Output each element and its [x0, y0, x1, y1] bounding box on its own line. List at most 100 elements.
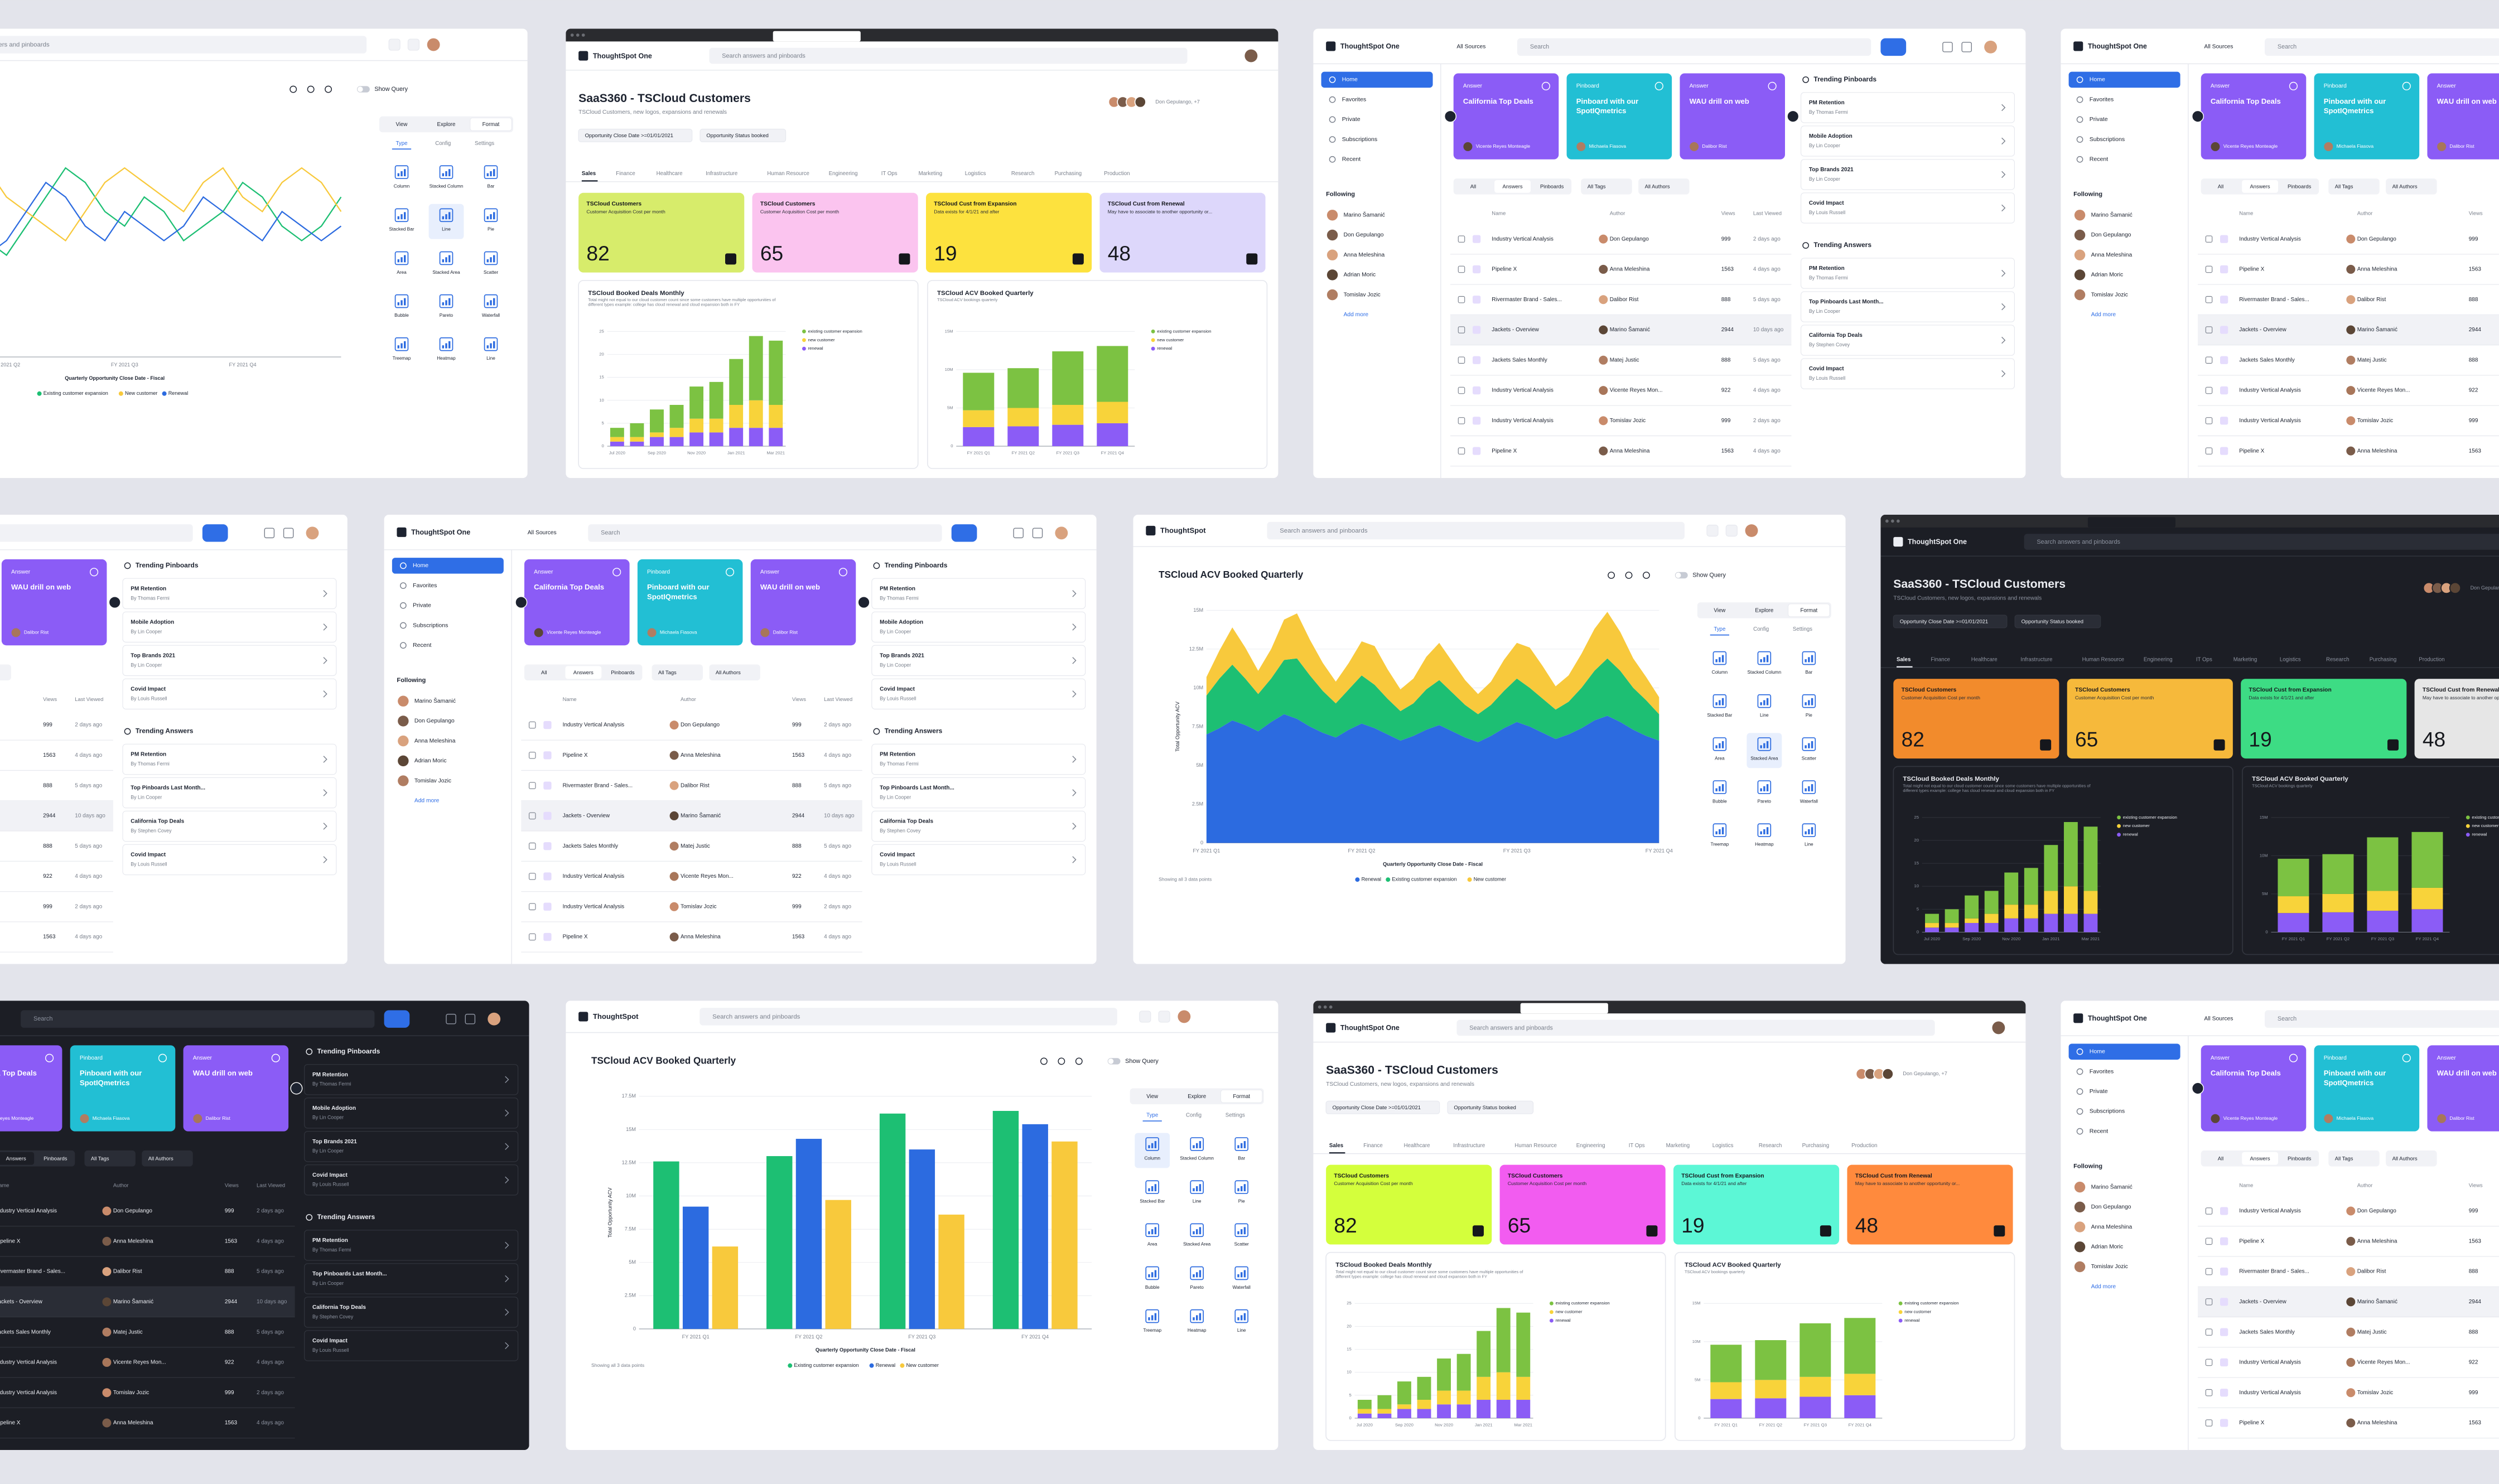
tab[interactable]: Logistics [1712, 1143, 1734, 1149]
chart-type-icon[interactable] [1234, 1266, 1248, 1280]
filter-dropdown[interactable] [1581, 178, 1632, 195]
item-name[interactable]: Pipeline X [2239, 1420, 2264, 1426]
chart-type-icon[interactable] [1145, 1309, 1159, 1323]
item-name[interactable]: Rivermaster Brand - Sales... [2239, 297, 2309, 303]
chart-type-icon[interactable] [394, 251, 409, 265]
checkbox[interactable] [2205, 1359, 2213, 1366]
person[interactable]: Adrian Moric [1344, 272, 1376, 278]
kpi-link[interactable] [1994, 1225, 2005, 1237]
filter-pill[interactable] [578, 128, 693, 142]
nav-item[interactable]: Private [1342, 116, 1361, 123]
person[interactable]: Adrian Moric [2091, 1244, 2124, 1250]
list-tab[interactable]: Pinboards [611, 669, 635, 675]
trending-item[interactable] [122, 844, 337, 876]
checkbox[interactable] [2205, 326, 2213, 333]
item-name[interactable]: Pipeline X [2239, 267, 2264, 273]
tab[interactable]: Production [1104, 171, 1130, 177]
person[interactable]: Don Gepulango [1344, 232, 1384, 238]
list-tab[interactable]: All [2218, 1155, 2223, 1161]
carousel-arrow[interactable] [290, 1082, 303, 1095]
card[interactable] [2201, 1045, 2307, 1132]
sources-dropdown[interactable]: All Sources [528, 530, 557, 536]
person[interactable]: Don Gepulango [2091, 1204, 2131, 1210]
card[interactable] [2314, 1045, 2420, 1132]
trending-item[interactable] [871, 844, 1086, 876]
chart-type-icon[interactable] [484, 251, 498, 265]
sources-dropdown[interactable]: All Sources [1456, 44, 1485, 50]
trending-item[interactable] [1801, 358, 2015, 389]
tab[interactable]: Marketing [1666, 1143, 1690, 1149]
item-name[interactable]: Pipeline X [563, 934, 588, 940]
item-name[interactable]: Jackets - Overview [563, 813, 610, 819]
filter-pill[interactable] [1447, 1100, 1534, 1114]
item-name[interactable]: Pipeline X [1492, 448, 1517, 454]
person[interactable]: Marino Šamanić [2091, 1183, 2133, 1190]
filter-dropdown[interactable] [2386, 1150, 2437, 1167]
trending-item[interactable] [122, 777, 337, 809]
checkbox[interactable] [2205, 1207, 2213, 1215]
nav-item[interactable]: Subscriptions [413, 622, 448, 629]
trending-item[interactable] [871, 810, 1086, 842]
carousel-arrow[interactable] [1444, 110, 1457, 123]
tab[interactable]: Marketing [2233, 656, 2257, 663]
chart-type-icon[interactable] [484, 337, 498, 351]
chart-type-icon[interactable] [1145, 1266, 1159, 1280]
chart-type-icon[interactable] [1234, 1223, 1248, 1238]
trending-item[interactable] [871, 678, 1086, 710]
trending-item[interactable] [304, 1164, 519, 1196]
chart-type-icon[interactable] [1802, 651, 1816, 665]
search-box[interactable] [1456, 1019, 1935, 1036]
kpi-link[interactable] [1072, 253, 1084, 265]
chart-type-icon[interactable] [1757, 780, 1772, 794]
filter-dropdown[interactable] [2328, 1150, 2380, 1167]
chart-type-icon[interactable] [1757, 651, 1772, 665]
item-name[interactable]: Jackets Sales Monthly [2239, 1329, 2295, 1335]
item-name[interactable]: Pipeline X [0, 1420, 21, 1426]
checkbox[interactable] [2205, 1328, 2213, 1336]
tab[interactable]: Production [1851, 1143, 1877, 1149]
item-name[interactable]: Rivermaster Brand - Sales... [0, 1269, 65, 1275]
item-name[interactable]: Industry Vertical Analysis [2239, 388, 2301, 394]
list-tab[interactable]: Pinboards [44, 1155, 67, 1161]
filter-dropdown[interactable] [709, 664, 760, 681]
trending-item[interactable] [304, 1098, 519, 1129]
filter-pill[interactable] [699, 128, 787, 142]
checkbox[interactable] [528, 842, 536, 850]
chart-type-icon[interactable] [1712, 651, 1727, 665]
chart-type-icon[interactable] [394, 337, 409, 351]
checkbox[interactable] [1458, 296, 1465, 303]
chart-type-icon[interactable] [394, 165, 409, 179]
checkbox[interactable] [2205, 1298, 2213, 1306]
kpi-link[interactable] [1473, 1225, 1484, 1237]
item-name[interactable]: Jackets Sales Monthly [1492, 357, 1547, 363]
checkbox[interactable] [2205, 1268, 2213, 1275]
nav-item[interactable]: Home [2090, 76, 2105, 83]
card[interactable] [2314, 73, 2420, 159]
chart-type-icon[interactable] [1802, 780, 1816, 794]
item-name[interactable]: Industry Vertical Analysis [2239, 1360, 2301, 1366]
search-box[interactable] [0, 524, 193, 542]
chart-type-icon[interactable] [484, 165, 498, 179]
list-tab[interactable]: All [2218, 183, 2223, 189]
list-tab[interactable]: Pinboards [2288, 1155, 2312, 1161]
filter-dropdown[interactable] [142, 1150, 193, 1167]
list-tab[interactable]: Answers [6, 1155, 26, 1161]
search-box[interactable] [709, 47, 1188, 64]
trending-item[interactable] [1801, 258, 2015, 289]
kpi-link[interactable] [899, 253, 910, 265]
checkbox[interactable] [528, 721, 536, 729]
checkbox[interactable] [2205, 1389, 2213, 1396]
item-name[interactable]: Industry Vertical Analysis [2239, 1390, 2301, 1396]
search-box[interactable] [0, 36, 367, 54]
checkbox[interactable] [1458, 447, 1465, 455]
card[interactable] [637, 559, 743, 646]
chart-type-icon[interactable] [1234, 1309, 1248, 1323]
person[interactable]: Anna Meleshina [2091, 1224, 2133, 1230]
trending-item[interactable] [304, 1297, 519, 1328]
add-more[interactable]: Add more [2091, 1284, 2116, 1290]
tab[interactable]: Marketing [919, 171, 943, 177]
chart-type-icon[interactable] [1145, 1180, 1159, 1194]
item-name[interactable]: Industry Vertical Analysis [2239, 418, 2301, 424]
kpi-link[interactable] [725, 253, 736, 265]
person[interactable]: Anna Meleshina [1344, 252, 1385, 258]
